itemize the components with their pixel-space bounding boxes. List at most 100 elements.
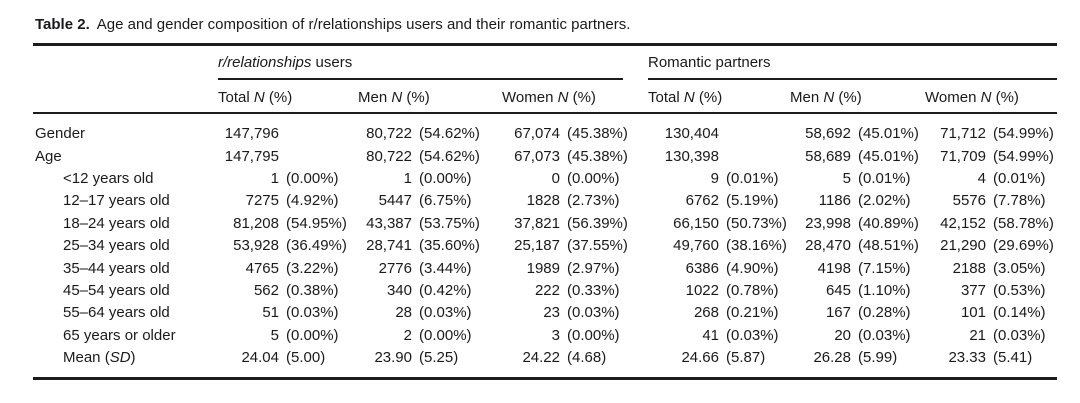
data-cell: 37,821 (56.39%) [514, 214, 628, 232]
top-rule [33, 43, 1057, 46]
data-cell: 2 (0.00%) [403, 326, 472, 344]
column-header-women: Women N (%) [925, 88, 1019, 106]
row-label: Age [35, 147, 62, 165]
row-label: <12 years old [63, 169, 154, 187]
data-cell: 1989 (2.97%) [526, 259, 620, 277]
column-header-men: Men N (%) [790, 88, 862, 106]
data-cell: 71,712 (54.99%) [940, 125, 1054, 143]
data-cell: 4765 (3.22%) [245, 259, 339, 277]
data-cell: 340 (0.42%) [386, 281, 472, 299]
data-cell: 41 (0.03%) [702, 326, 779, 344]
data-cell: 23,998 (40.89%) [805, 214, 919, 232]
row-label: 18–24 years old [63, 214, 170, 232]
table-row: Age 147,795 80,722 (54.62%) 67,073 (45.38%) 13… [33, 146, 1057, 168]
data-cell: 645 (1.10%) [825, 281, 911, 299]
data-cell: 49,760 (38.16%) [673, 237, 787, 255]
table-caption: Table 2. Age and gender composition of r/… [35, 15, 1057, 34]
data-cell: 3 (0.00%) [551, 326, 620, 344]
table-row: Mean (SD) 24.04 (5.00) 23.90 (5.25) 24.22 (4.6… [33, 347, 1057, 369]
data-cell: 7275 (4.92%) [245, 192, 339, 210]
data-cell: 80,722 (54.62%) [366, 147, 480, 165]
data-cell: 81,208 (54.95%) [233, 214, 347, 232]
data-cell: 24.22 (4.68) [522, 349, 607, 367]
data-cell: 2188 (3.05%) [952, 259, 1046, 277]
table-row: 55–64 years old 51 (0.03%) 28 (0.03%) 23 (0.03… [33, 302, 1057, 324]
data-cell: 6762 (5.19%) [685, 192, 779, 210]
header-rule [33, 111, 1057, 115]
column-header-row: Total N (%) Men N (%) Women N (%) Total N (… [33, 80, 1057, 112]
table-row: 45–54 years old 562 (0.38%) 340 (0.42%) 222 (0… [33, 280, 1057, 302]
data-cell: 24.04 (5.00) [241, 349, 326, 367]
column-header-spacer [33, 90, 218, 106]
group-header-spacer [33, 46, 218, 80]
data-cell: 147,795 [224, 147, 279, 165]
data-cell: 147,796 [224, 125, 279, 143]
data-cell: 23.33 (5.41) [948, 349, 1033, 367]
group-partners-rest: Romantic partners [648, 53, 771, 71]
data-cell: 268 (0.21%) [693, 304, 779, 322]
table-body: Gender 147,796 80,722 (54.62%) 67,074 (45.38%… [33, 114, 1057, 377]
column-header-women: Women N (%) [502, 88, 596, 106]
data-cell: 23 (0.03%) [543, 304, 620, 322]
data-cell: 71,709 (54.99%) [940, 147, 1054, 165]
data-cell: 23.90 (5.25) [374, 349, 459, 367]
data-cell: 24.66 (5.87) [681, 349, 766, 367]
data-cell: 20 (0.03%) [834, 326, 911, 344]
data-cell: 21 (0.03%) [969, 326, 1046, 344]
table-row: 18–24 years old 81,208 (54.95%) 43,387 (53.7… [33, 213, 1057, 235]
column-header-men: Men N (%) [358, 88, 430, 106]
data-cell: 167 (0.28%) [825, 304, 911, 322]
table-row: 12–17 years old 7275 (4.92%) 5447 (6.75%) 182… [33, 190, 1057, 212]
data-cell: 25,187 (37.55%) [514, 237, 628, 255]
data-cell: 562 (0.38%) [253, 281, 339, 299]
data-cell: 9 (0.01%) [710, 169, 779, 187]
row-label: 65 years or older [63, 326, 176, 344]
data-table: r/relationships users Romantic partners … [33, 43, 1057, 381]
column-header-total: Total N (%) [648, 88, 723, 106]
data-cell: 53,928 (36.49%) [233, 237, 347, 255]
data-cell: 130,398 [664, 147, 719, 165]
data-cell: 1 (0.00%) [270, 169, 339, 187]
data-cell: 42,152 (58.78%) [940, 214, 1054, 232]
data-cell: 5 (0.01%) [842, 169, 911, 187]
data-cell: 5576 (7.78%) [952, 192, 1046, 210]
caption-text: Age and gender composition of r/relation… [96, 16, 631, 33]
row-label: 12–17 years old [63, 192, 170, 210]
data-cell: 4 (0.01%) [977, 169, 1046, 187]
data-cell: 1828 (2.73%) [526, 192, 620, 210]
data-cell: 2776 (3.44%) [378, 259, 472, 277]
data-cell: 1186 (2.02%) [818, 192, 911, 210]
data-cell: 67,073 (45.38%) [514, 147, 628, 165]
column-header-total: Total N (%) [218, 88, 293, 106]
bottom-rule [33, 377, 1057, 381]
data-cell: 222 (0.33%) [534, 281, 620, 299]
data-cell: 67,074 (45.38%) [514, 125, 628, 143]
data-cell: 0 (0.00%) [551, 169, 620, 187]
data-cell: 377 (0.53%) [960, 281, 1046, 299]
data-cell: 26.28 (5.99) [813, 349, 898, 367]
group-users-rest: users [311, 53, 353, 71]
table-row: 65 years or older 5 (0.00%) 2 (0.00%) 3 (0.00%… [33, 325, 1057, 347]
data-cell: 5 (0.00%) [270, 326, 339, 344]
data-cell: 58,692 (45.01%) [805, 125, 919, 143]
row-label: 35–44 years old [63, 259, 170, 277]
paper-table-figure: Table 2. Age and gender composition of r/… [33, 15, 1057, 381]
data-cell: 101 (0.14%) [960, 304, 1046, 322]
row-label: 45–54 years old [63, 281, 170, 299]
table-row: 25–34 years old 53,928 (36.49%) 28,741 (35.6… [33, 235, 1057, 257]
data-cell: 6386 (4.90%) [685, 259, 779, 277]
group-header-users: r/relationships users [218, 46, 623, 80]
group-header-row: r/relationships users Romantic partners [33, 46, 1057, 80]
row-label: 25–34 years old [63, 237, 170, 255]
data-cell: 1 (0.00%) [403, 169, 472, 187]
table-row: Gender 147,796 80,722 (54.62%) 67,074 (45.38%… [33, 123, 1057, 145]
data-cell: 28 (0.03%) [395, 304, 472, 322]
data-cell: 21,290 (29.69%) [940, 237, 1054, 255]
data-cell: 1022 (0.78%) [685, 281, 779, 299]
data-cell: 43,387 (53.75%) [366, 214, 480, 232]
row-label: 55–64 years old [63, 304, 170, 322]
group-header-partners: Romantic partners [648, 46, 1057, 80]
data-cell: 5447 (6.75%) [378, 192, 472, 210]
data-cell: 51 (0.03%) [262, 304, 339, 322]
data-cell: 28,470 (48.51%) [805, 237, 919, 255]
